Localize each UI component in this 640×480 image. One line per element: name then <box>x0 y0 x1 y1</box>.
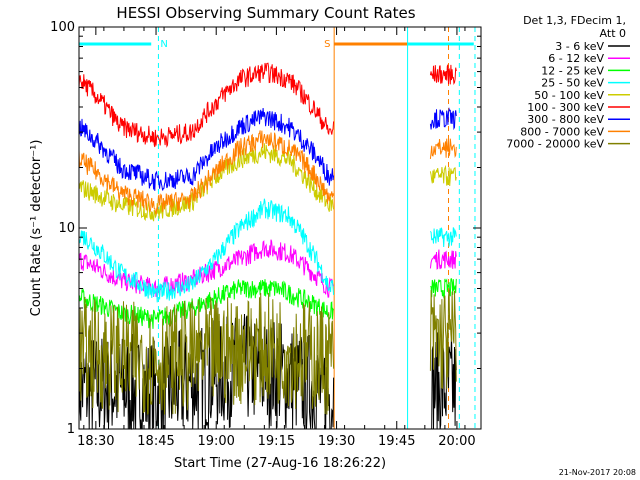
series-line <box>429 249 457 270</box>
legend-label: 100 - 300 keV <box>527 101 604 114</box>
x-tick-label: 20:00 <box>438 434 475 449</box>
y-tick-label: 1 <box>67 422 75 437</box>
y-tick-label: 100 <box>50 20 75 35</box>
series-line <box>78 62 335 148</box>
series-line <box>78 292 335 415</box>
legend-label: 12 - 25 keV <box>541 64 604 77</box>
series-line <box>78 239 335 298</box>
marker-label: S <box>324 39 330 50</box>
series-line <box>429 289 457 389</box>
series-line <box>78 198 335 303</box>
y-tick-label: 10 <box>58 221 75 236</box>
legend-label: 300 - 800 keV <box>527 113 604 126</box>
legend-label: 3 - 6 keV <box>555 40 604 53</box>
x-axis-label: Start Time (27-Aug-16 18:26:22) <box>174 456 386 471</box>
legend-header: Att 0 <box>600 27 626 40</box>
footer-timestamp: 21-Nov-2017 20:08 <box>559 468 636 477</box>
legend-label: 800 - 7000 keV <box>520 125 604 138</box>
series-line <box>429 107 457 131</box>
x-tick-label: 18:45 <box>137 434 174 449</box>
legend-label: 7000 - 20000 keV <box>506 138 604 151</box>
series-line <box>430 278 457 299</box>
legend-label: 6 - 12 keV <box>548 52 604 65</box>
series-line <box>429 164 457 187</box>
legend-label: 25 - 50 keV <box>541 77 604 90</box>
x-tick-label: 19:45 <box>378 434 415 449</box>
series-line <box>78 130 335 215</box>
x-tick-label: 18:30 <box>77 434 114 449</box>
series-line <box>429 227 457 248</box>
x-tick-label: 19:15 <box>258 434 295 449</box>
y-axis-label: Count Rate (s⁻¹ detector⁻¹) <box>29 140 44 317</box>
series-line <box>429 64 457 85</box>
series-line <box>78 107 335 191</box>
legend-header: Det 1,3, FDecim 1, <box>523 14 626 27</box>
legend-label: 50 - 100 keV <box>534 89 604 102</box>
series-line <box>429 138 457 159</box>
x-tick-label: 19:00 <box>197 434 234 449</box>
chart-title: HESSI Observing Summary Count Rates <box>116 4 415 22</box>
x-tick-label: 19:30 <box>318 434 355 449</box>
marker-label: N <box>160 39 167 50</box>
